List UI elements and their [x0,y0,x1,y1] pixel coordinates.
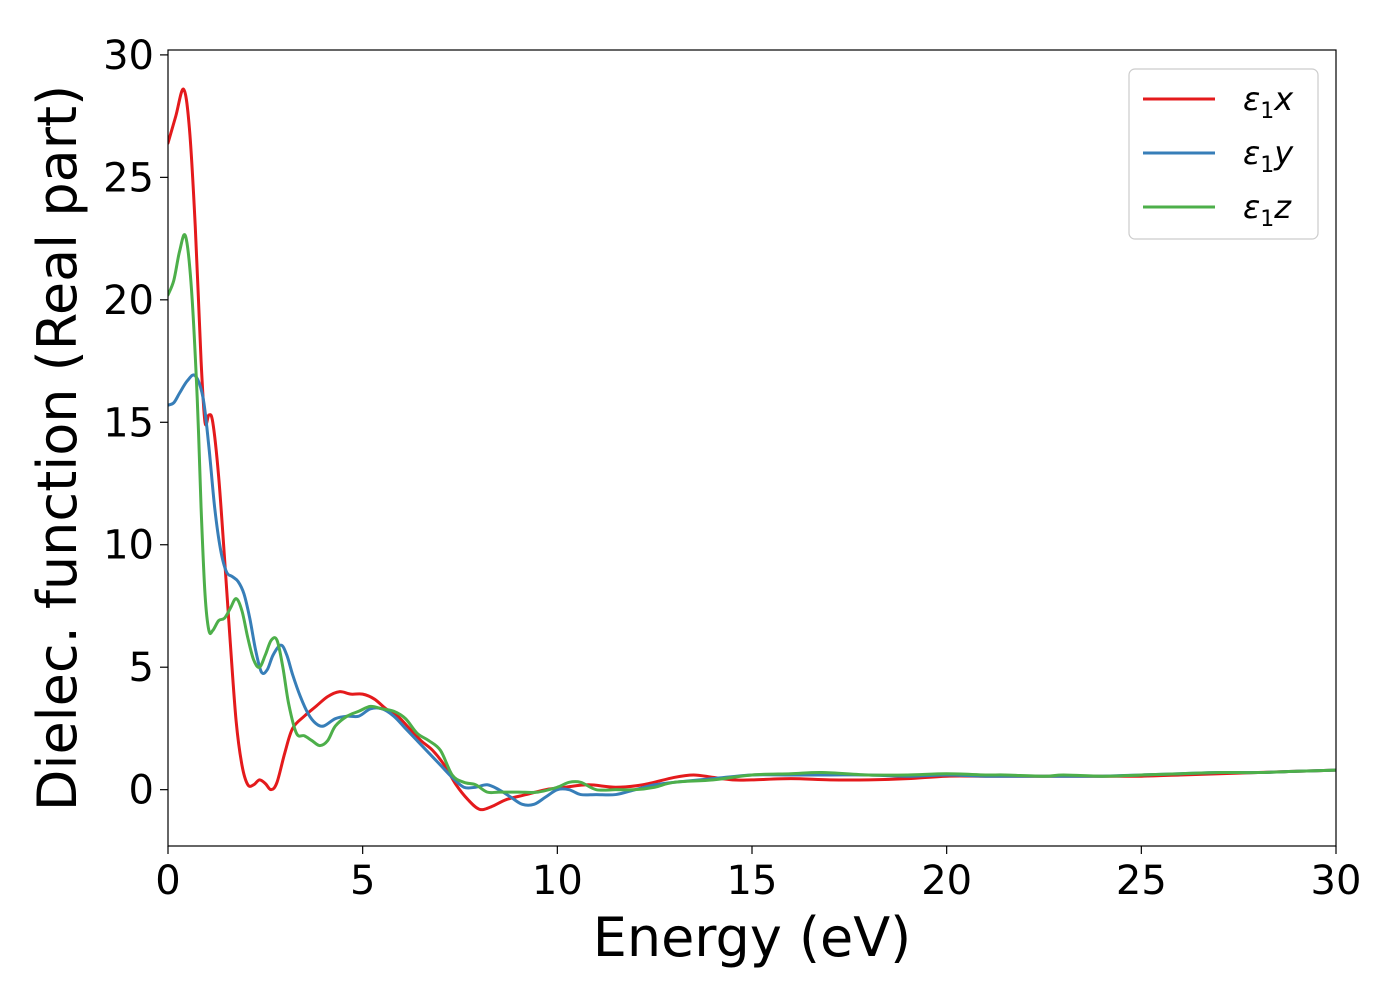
x-tick-label: 20 [921,858,972,904]
y-tick-label: 30 [103,33,154,79]
legend: ε1x ε1y ε1z [1128,68,1319,240]
x-tick-label: 10 [532,858,583,904]
y-tick-label: 5 [129,645,154,691]
legend-box [1128,68,1319,240]
y-axis-title: Dielec. function (Real part) [26,85,89,811]
y-tick-label: 0 [129,768,154,814]
legend-label-y: ε1y [1243,134,1294,178]
x-tick-label: 5 [350,858,375,904]
x-tick-label: 30 [1311,858,1362,904]
series-layer [168,87,1336,812]
x-tick-label: 15 [727,858,778,904]
y-tick-label: 15 [103,400,154,446]
y-tick-label: 10 [103,523,154,569]
y-axis: 0 5 10 15 20 25 30 [103,33,168,814]
y-tick-label: 25 [103,155,154,201]
series-line-z [168,233,1336,795]
y-tick-label: 20 [103,278,154,324]
legend-label-z: ε1z [1243,188,1292,232]
x-axis-title: Energy (eV) [593,906,912,969]
x-tick-label: 0 [155,858,180,904]
legend-label-x: ε1x [1243,80,1294,124]
x-tick-label: 25 [1116,858,1167,904]
x-axis: 0 5 10 15 20 25 30 [155,846,1361,904]
